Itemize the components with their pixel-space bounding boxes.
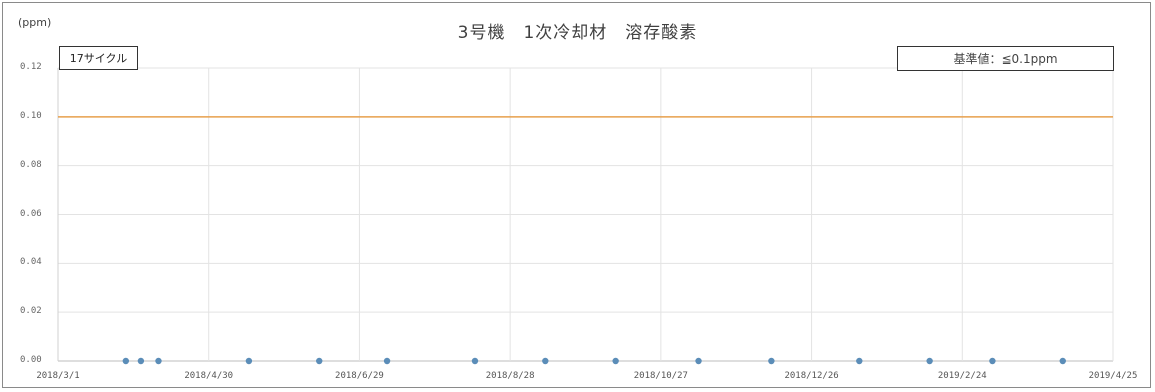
y-tick-label: 0.08 (20, 159, 42, 170)
data-point (155, 357, 162, 365)
data-point (137, 357, 145, 365)
x-tick-label: 2018/8/28 (485, 371, 535, 381)
y-tick-label: 0.10 (20, 110, 42, 121)
data-point (695, 357, 702, 365)
data-point (989, 357, 996, 365)
data-point (383, 357, 391, 365)
x-tick-label: 2018/10/27 (633, 371, 688, 381)
data-point (1059, 357, 1066, 365)
cycle-label-box: 17サイクル (59, 46, 138, 70)
cycle-label: 17サイクル (69, 52, 128, 65)
data-point (245, 357, 253, 365)
data-point (471, 357, 479, 365)
data-point (316, 357, 323, 365)
x-tick-label: 2019/2/24 (937, 371, 987, 381)
data-point (768, 357, 775, 365)
data-point (122, 357, 130, 365)
y-tick-label: 0.06 (20, 208, 42, 219)
data-point (612, 357, 619, 365)
x-tick-label: 2018/4/30 (184, 371, 234, 381)
standard-value-label: 基準値：≦0.1ppm (953, 52, 1058, 66)
data-point (542, 357, 549, 365)
data-point (856, 357, 863, 365)
y-tick-label: 0.04 (20, 257, 42, 268)
x-tick-label: 2019/4/25 (1088, 371, 1138, 381)
y-tick-label: 0.12 (20, 62, 42, 72)
x-tick-label: 2018/3/1 (36, 371, 80, 381)
x-tick-label: 2018/6/29 (335, 371, 384, 381)
standard-value-box: 基準値：≦0.1ppm (897, 46, 1114, 71)
y-tick-label: 0.02 (20, 306, 42, 317)
chart-title: 3号機 1次冷却材 溶存酸素 (457, 23, 698, 43)
data-point (926, 357, 933, 365)
x-tick-label: 2018/12/26 (784, 371, 839, 381)
y-tick-label: 0.00 (20, 355, 42, 365)
y-axis-unit: (ppm) (18, 16, 52, 29)
